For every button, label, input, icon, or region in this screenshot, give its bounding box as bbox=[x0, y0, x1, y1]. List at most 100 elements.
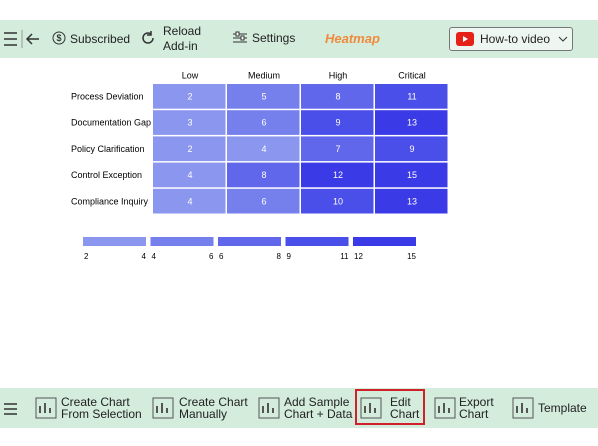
heat-cell bbox=[375, 110, 448, 135]
cell-label: 8 bbox=[335, 91, 340, 101]
settings-icon bbox=[233, 31, 247, 43]
heat-cell bbox=[153, 188, 226, 214]
cell-label: 8 bbox=[261, 170, 266, 180]
menu-icon bbox=[4, 403, 17, 415]
button-line: Edit bbox=[390, 395, 411, 409]
heat-cell bbox=[375, 162, 448, 188]
reload-icon bbox=[142, 31, 154, 44]
legend-min: 2 bbox=[84, 252, 89, 261]
footer-button[interactable]: Template bbox=[538, 402, 587, 414]
button-line: Add Sample bbox=[284, 395, 350, 409]
button-line: Export bbox=[459, 395, 494, 409]
bottom-toolbar: Create Chart From Selection Create Chart Ma… bbox=[0, 388, 598, 428]
selected-outline bbox=[355, 389, 425, 425]
cell-label: 5 bbox=[261, 91, 266, 101]
settings-button[interactable]: Settings bbox=[252, 31, 296, 45]
cell-label: 15 bbox=[407, 170, 417, 180]
row-label: Process Deviation bbox=[71, 91, 144, 101]
legend-max: 15 bbox=[407, 252, 416, 261]
row-label: Documentation Gap bbox=[71, 118, 151, 128]
subscribed-button[interactable]: Subscribed bbox=[70, 32, 131, 46]
button-icon bbox=[152, 397, 174, 419]
heat-cell bbox=[153, 110, 226, 135]
cell-label: 4 bbox=[187, 196, 192, 206]
menu-icons bbox=[4, 30, 39, 48]
video-label: How-to video bbox=[480, 32, 551, 46]
button-line: Manually bbox=[179, 407, 228, 421]
column-label: Critical bbox=[398, 70, 426, 80]
cell-label: 6 bbox=[261, 118, 266, 128]
legend-min: 12 bbox=[354, 252, 363, 261]
legend-max: 6 bbox=[209, 252, 214, 261]
column-label: Low bbox=[182, 70, 199, 80]
heat-cell bbox=[153, 136, 226, 162]
button-icon bbox=[360, 397, 382, 419]
heat-cell bbox=[375, 188, 448, 214]
heat-cell bbox=[227, 188, 300, 214]
legend-min: 6 bbox=[219, 252, 224, 261]
app-title: Heatmap bbox=[325, 31, 380, 46]
legend-max: 8 bbox=[277, 252, 282, 261]
footer-button[interactable]: Add Sample Chart + Data bbox=[284, 396, 352, 420]
video-button[interactable]: How-to video bbox=[449, 27, 573, 51]
heat-cell bbox=[227, 136, 300, 162]
heat-cell bbox=[375, 136, 448, 162]
heatmap: Low Medium High Critical Process Deviation 2 5… bbox=[71, 70, 448, 261]
legend-swatch bbox=[218, 237, 281, 246]
button-line: Chart bbox=[459, 407, 489, 421]
svg-text:$: $ bbox=[56, 33, 61, 43]
chevron bbox=[558, 36, 568, 42]
heat-cell bbox=[301, 110, 374, 135]
cell-label: 9 bbox=[409, 144, 414, 154]
cell-label: 9 bbox=[335, 118, 340, 128]
legend-min: 9 bbox=[287, 252, 292, 261]
legend-swatch bbox=[285, 237, 349, 246]
button-line: Create Chart bbox=[61, 395, 130, 409]
cell-label: 13 bbox=[407, 196, 417, 206]
legend-max: 4 bbox=[142, 252, 147, 261]
heat-cell bbox=[227, 84, 300, 109]
button-line: Chart bbox=[390, 407, 420, 421]
heat-cell bbox=[301, 162, 374, 188]
reload-button[interactable]: Reload Add-in bbox=[163, 25, 201, 52]
cell-label: 4 bbox=[261, 144, 266, 154]
legend-swatch bbox=[150, 237, 214, 246]
column-label: Medium bbox=[248, 70, 280, 80]
top-toolbar: $ Subscribed Reload Add-in Settings Heatm… bbox=[0, 20, 598, 58]
heat-cell bbox=[227, 162, 300, 188]
button-icon bbox=[434, 397, 456, 419]
cell-label: 2 bbox=[187, 91, 192, 101]
heat-cell bbox=[153, 84, 226, 109]
row-label: Control Exception bbox=[71, 170, 142, 180]
button-line: From Selection bbox=[61, 407, 142, 421]
cell-label: 2 bbox=[187, 144, 192, 154]
heat-cell bbox=[227, 110, 300, 135]
cell-label: 10 bbox=[333, 196, 343, 206]
cell-label: 7 bbox=[335, 144, 340, 154]
button-line: Chart + Data bbox=[284, 407, 353, 421]
reload-line: Reload bbox=[163, 24, 202, 38]
heat-cell bbox=[301, 84, 374, 109]
row-label: Compliance Inquiry bbox=[71, 196, 149, 206]
legend-min: 4 bbox=[152, 252, 157, 261]
button-icon bbox=[512, 397, 534, 419]
cell-label: 4 bbox=[187, 170, 192, 180]
legend-swatch bbox=[353, 237, 416, 246]
footer-button[interactable]: Create Chart From Selection bbox=[61, 396, 142, 420]
cell-label: 6 bbox=[261, 196, 266, 206]
footer-button[interactable]: Create Chart Manually bbox=[179, 396, 248, 420]
heat-cell bbox=[301, 188, 374, 214]
footer-button[interactable]: Edit Chart bbox=[390, 396, 419, 420]
cell-label: 12 bbox=[333, 170, 343, 180]
cell-label: 11 bbox=[407, 91, 416, 101]
legend-max: 11 bbox=[340, 252, 349, 261]
cell-label: 13 bbox=[407, 118, 417, 128]
heat-cell bbox=[301, 136, 374, 162]
youtube-icon bbox=[456, 32, 474, 46]
reload-line: Add-in bbox=[163, 39, 198, 53]
subscribed-icon: $ bbox=[52, 31, 66, 45]
footer-button[interactable]: Export Chart bbox=[459, 396, 494, 420]
button-line: Template bbox=[538, 401, 587, 415]
button-icon bbox=[258, 397, 280, 419]
button-icon bbox=[35, 397, 57, 419]
